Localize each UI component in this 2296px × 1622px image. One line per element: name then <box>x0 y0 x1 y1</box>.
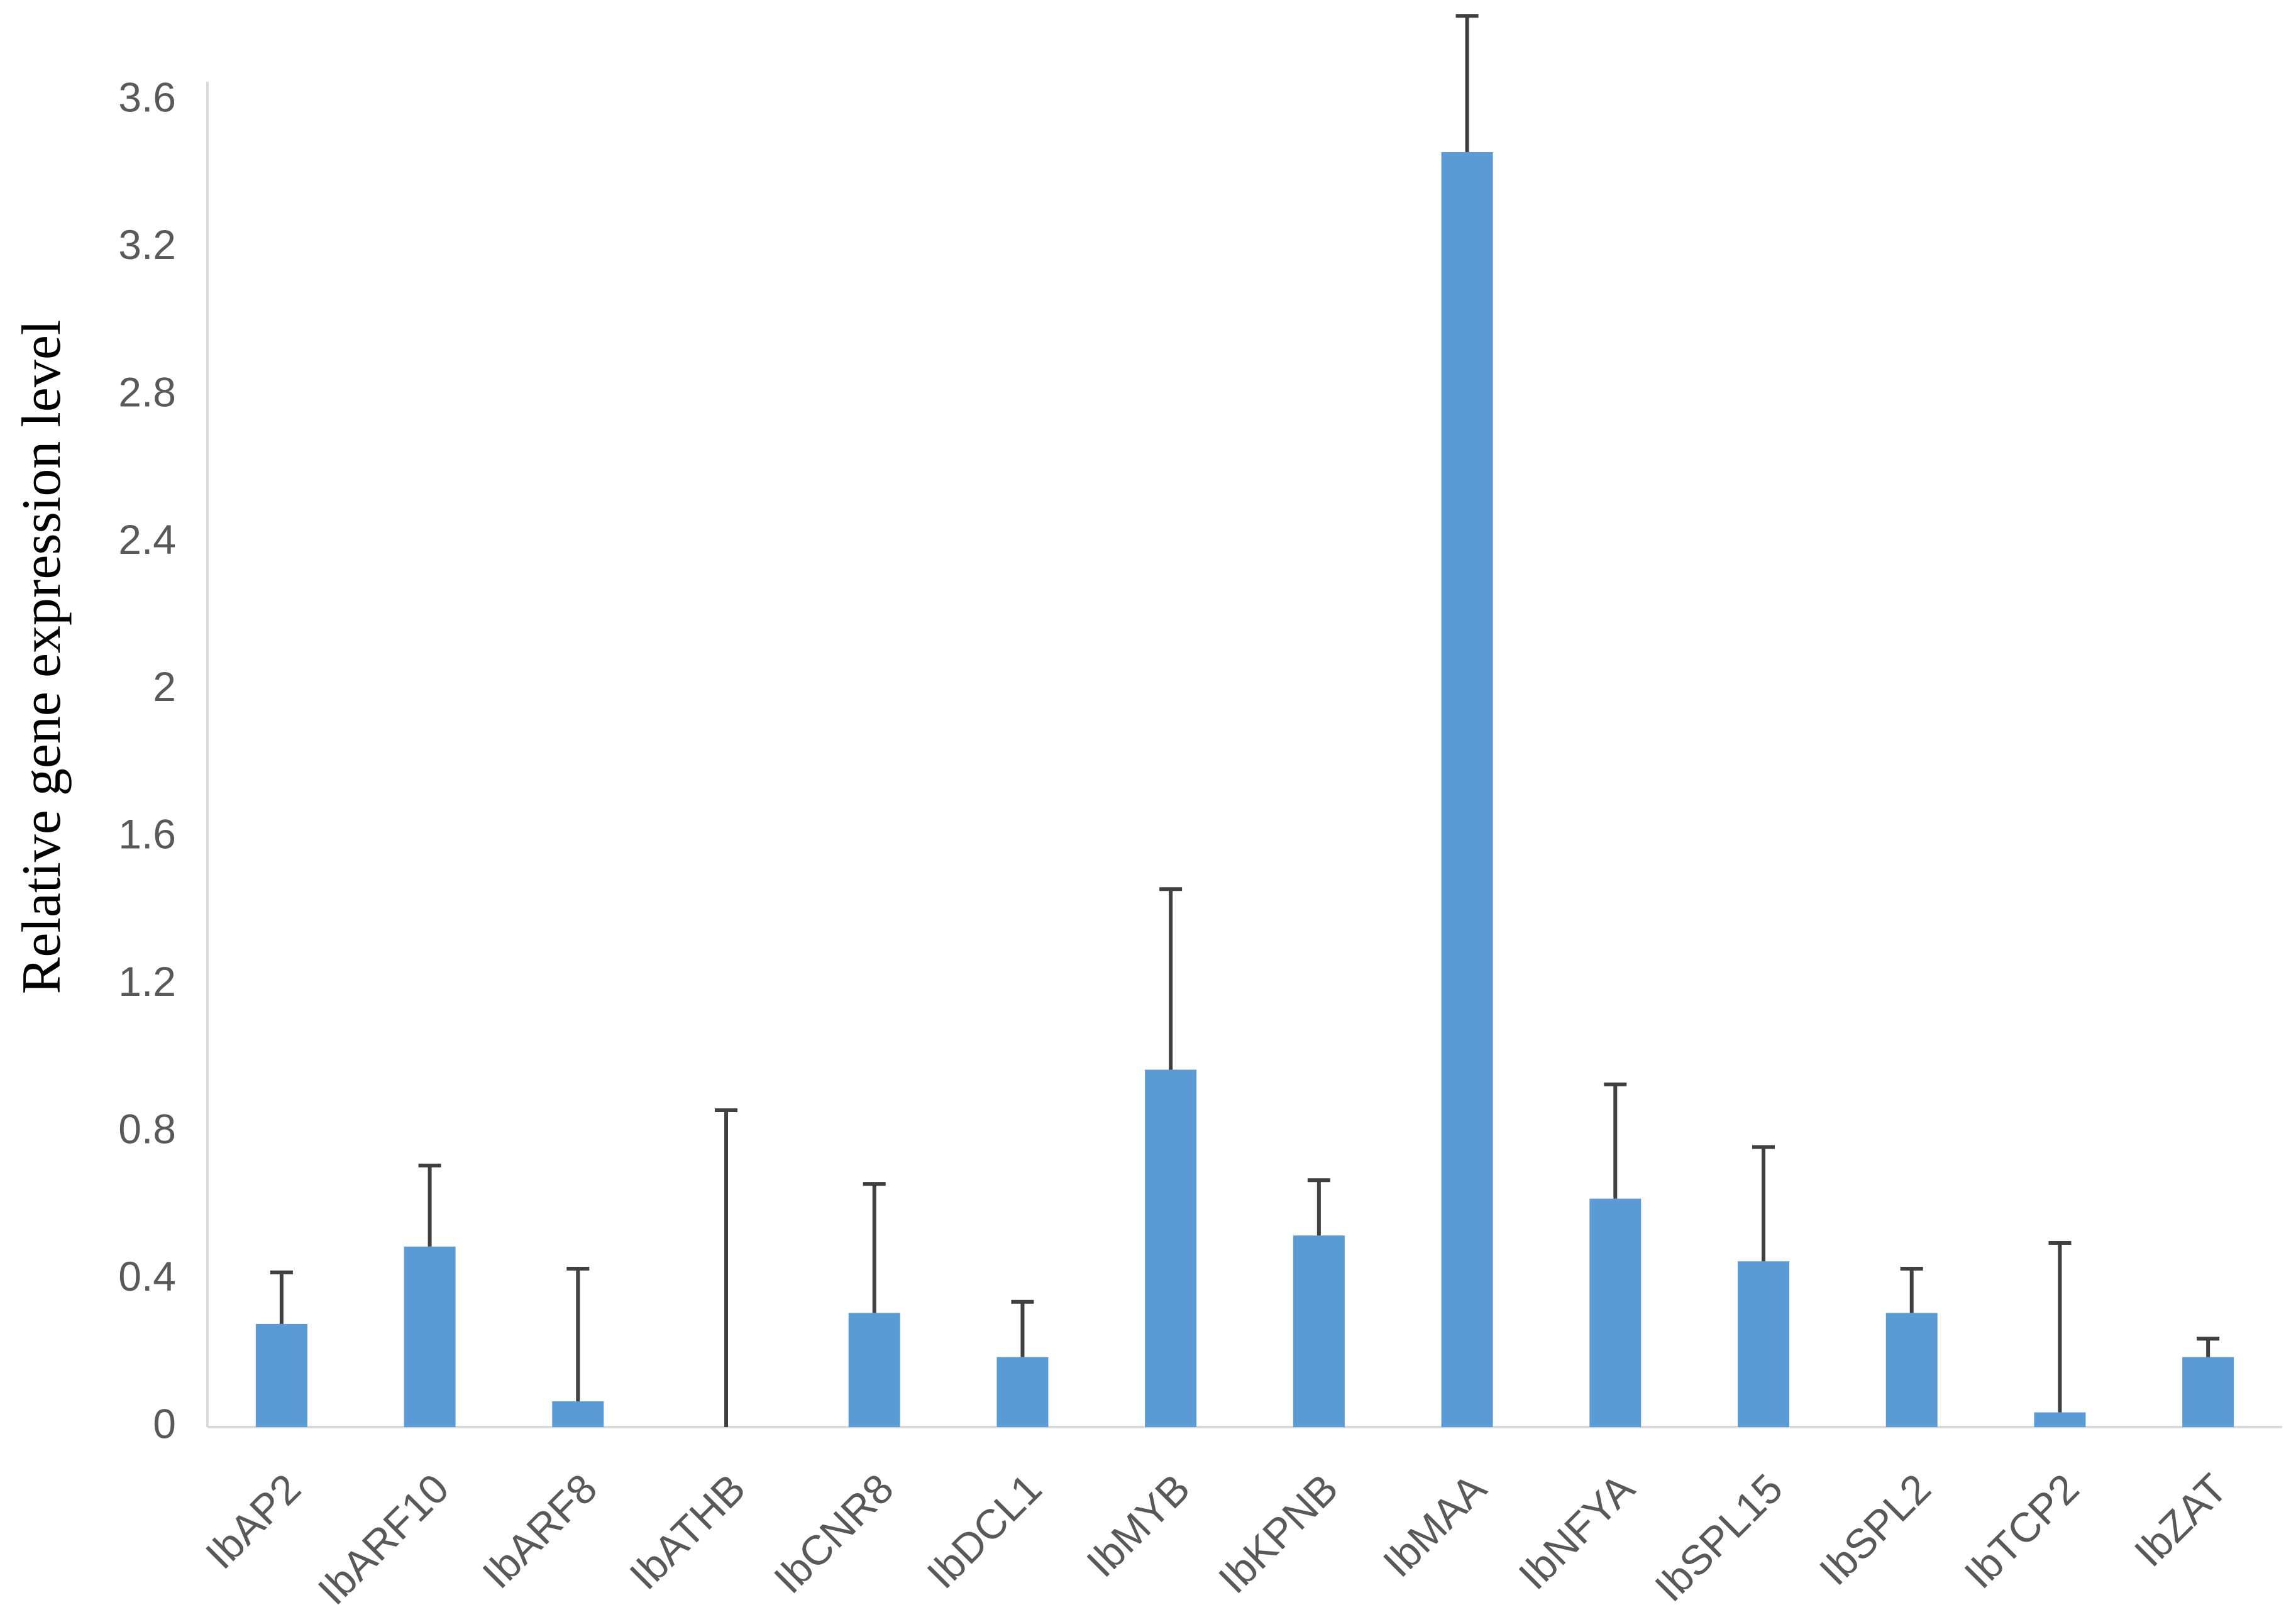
bar <box>1885 1313 1938 1427</box>
bar <box>2034 1412 2086 1427</box>
y-tick-label: 1.2 <box>118 958 176 1005</box>
x-tick-label: IbNFYA <box>1510 1465 1643 1598</box>
error-bars <box>270 14 2220 1427</box>
bar <box>1293 1235 1345 1427</box>
y-tick-label: 3.2 <box>118 221 176 268</box>
x-tick-label: IbMAA <box>1374 1465 1494 1586</box>
bar <box>255 1323 307 1427</box>
bar <box>848 1313 900 1427</box>
bar-series <box>255 152 2234 1428</box>
y-tick-label: 3.6 <box>118 74 176 120</box>
x-tick-label: IbARF8 <box>473 1465 606 1597</box>
y-tick-label: 0.8 <box>118 1106 176 1152</box>
y-axis-label: Relative gene expression level <box>11 320 72 995</box>
x-tick-labels: IbAP2 IbARF10 IbARF8 IbATHB IbCNR8 IbDCL1 IbMY… <box>197 1465 2236 1614</box>
x-tick-label: IbSPL15 <box>1646 1465 1791 1610</box>
y-tick-label: 0.4 <box>118 1253 176 1299</box>
x-tick-label: IbCNR8 <box>765 1465 902 1602</box>
y-tick-label: 0 <box>153 1400 176 1447</box>
y-axis-title: Relative gene expression level <box>11 320 72 995</box>
bar <box>404 1246 456 1427</box>
bar <box>1589 1198 1642 1427</box>
x-tick-label: IbSPL2 <box>1811 1465 1940 1594</box>
x-tick-label: IbATHB <box>621 1465 754 1598</box>
bar <box>552 1401 604 1427</box>
x-tick-label: IbAP2 <box>197 1465 309 1577</box>
x-tick-label: IbKPNB <box>1210 1465 1347 1602</box>
y-tick-label: 1.6 <box>118 811 176 858</box>
x-tick-label: IbMYB <box>1078 1465 1198 1586</box>
y-tick-label: 2 <box>153 663 176 710</box>
bar <box>996 1357 1049 1427</box>
bar <box>1441 152 1493 1428</box>
y-tick-label: 2.8 <box>118 368 176 415</box>
x-tick-label: IbZAT <box>2125 1465 2236 1575</box>
x-tick-label: IbARF10 <box>309 1465 458 1614</box>
x-tick-label: IbDCL1 <box>918 1465 1051 1597</box>
y-tick-label: 2.4 <box>118 516 176 563</box>
bar <box>2182 1357 2234 1427</box>
x-tick-label: IbTCP2 <box>1955 1465 2088 1597</box>
bar <box>1738 1261 1789 1427</box>
y-tick-labels: 0 0.4 0.8 1.2 1.6 2 2.4 2.8 3.2 3.6 <box>118 74 176 1447</box>
bar <box>1145 1069 1197 1427</box>
